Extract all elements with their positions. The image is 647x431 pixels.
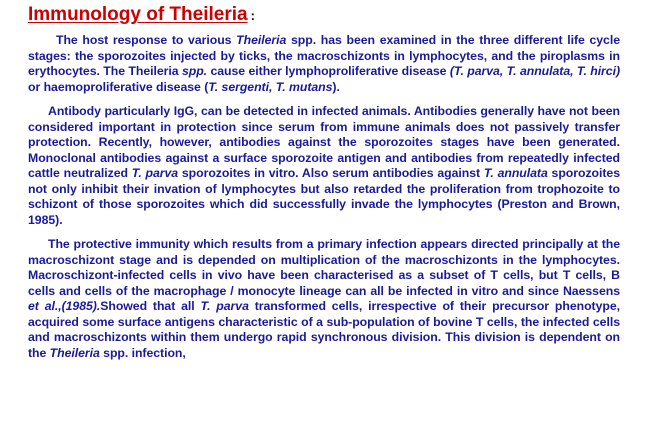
body-paragraphs: The host response to various Theileria s… bbox=[28, 33, 620, 361]
italic-text-run: T. annulata bbox=[483, 166, 548, 180]
italic-text-run: T. sergenti, T. mutans bbox=[208, 79, 333, 94]
text-run: Antibody particularly IgG, can be detect… bbox=[28, 104, 620, 180]
italic-text-run: T. parva bbox=[200, 299, 249, 313]
text-run: The protective immunity which results fr… bbox=[28, 237, 620, 298]
italic-text-run: Theileria bbox=[236, 33, 287, 47]
title-line: Immunology of Theileria: bbox=[28, 4, 620, 27]
title-colon: : bbox=[250, 8, 255, 23]
text-run: sporozoites not only inhibit their invat… bbox=[28, 166, 621, 227]
page-title: Immunology of Theileria bbox=[28, 4, 248, 25]
italic-text-run: spp. bbox=[181, 64, 208, 78]
paragraph-host-response: The host response to various Theileria s… bbox=[28, 33, 620, 95]
text-run: spp. has been examined in the three diff… bbox=[28, 33, 620, 78]
text-run: ). bbox=[332, 79, 340, 94]
paragraph-protective-immunity: The protective immunity which results fr… bbox=[28, 237, 620, 361]
paragraph-antibody: Antibody particularly IgG, can be detect… bbox=[28, 104, 620, 228]
text-run: The host response to various bbox=[56, 33, 237, 47]
text-run: sporozoites in vitro. Also serum antibod… bbox=[178, 166, 484, 180]
italic-text-run: (T. parva, T. annulata, T. hirci) bbox=[449, 64, 620, 78]
text-run: cause either lymphoproliferative disease bbox=[207, 64, 450, 78]
italic-text-run: T. parva bbox=[131, 166, 179, 180]
text-run: or haemoproliferative disease ( bbox=[28, 79, 209, 94]
italic-text-run: et al.,(1985). bbox=[28, 299, 101, 313]
text-run: Showed that all bbox=[100, 299, 201, 313]
text-run: spp. infection, bbox=[99, 345, 186, 360]
text-run: transformed cells, irrespective of their… bbox=[28, 299, 620, 360]
italic-text-run: Theileria bbox=[49, 345, 100, 360]
